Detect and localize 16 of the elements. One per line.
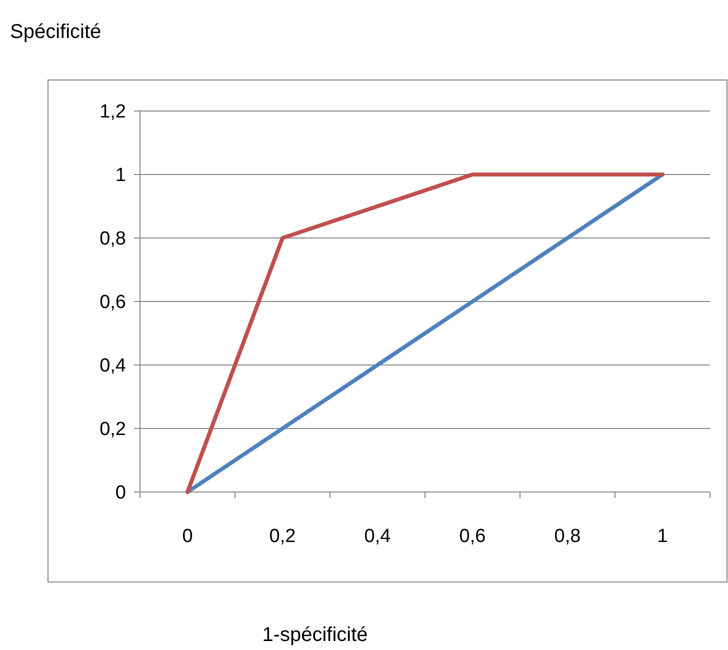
y-tick-label: 0,4 — [100, 356, 126, 377]
y-tick-label: 0,8 — [100, 228, 126, 250]
line-series — [186, 172, 664, 494]
y-tick-label: 0,2 — [100, 419, 126, 440]
y-tick-label: 1,2 — [100, 102, 126, 123]
x-axis-title: 1-spécificité — [262, 624, 368, 646]
y-tick-label: 0,6 — [100, 292, 126, 314]
x-tick-label: 0,6 — [459, 526, 486, 547]
y-tick-label: 0 — [115, 482, 126, 504]
y-axis-title: Spécificité — [10, 21, 102, 43]
y-tick-label: 1 — [115, 165, 126, 186]
x-tick-label: 0,8 — [554, 526, 581, 547]
x-tick-label: 0 — [182, 526, 193, 547]
x-tick-label: 0,4 — [364, 526, 392, 547]
x-tick-label: 1 — [657, 526, 668, 547]
x-tick-label: 0,2 — [269, 526, 296, 547]
